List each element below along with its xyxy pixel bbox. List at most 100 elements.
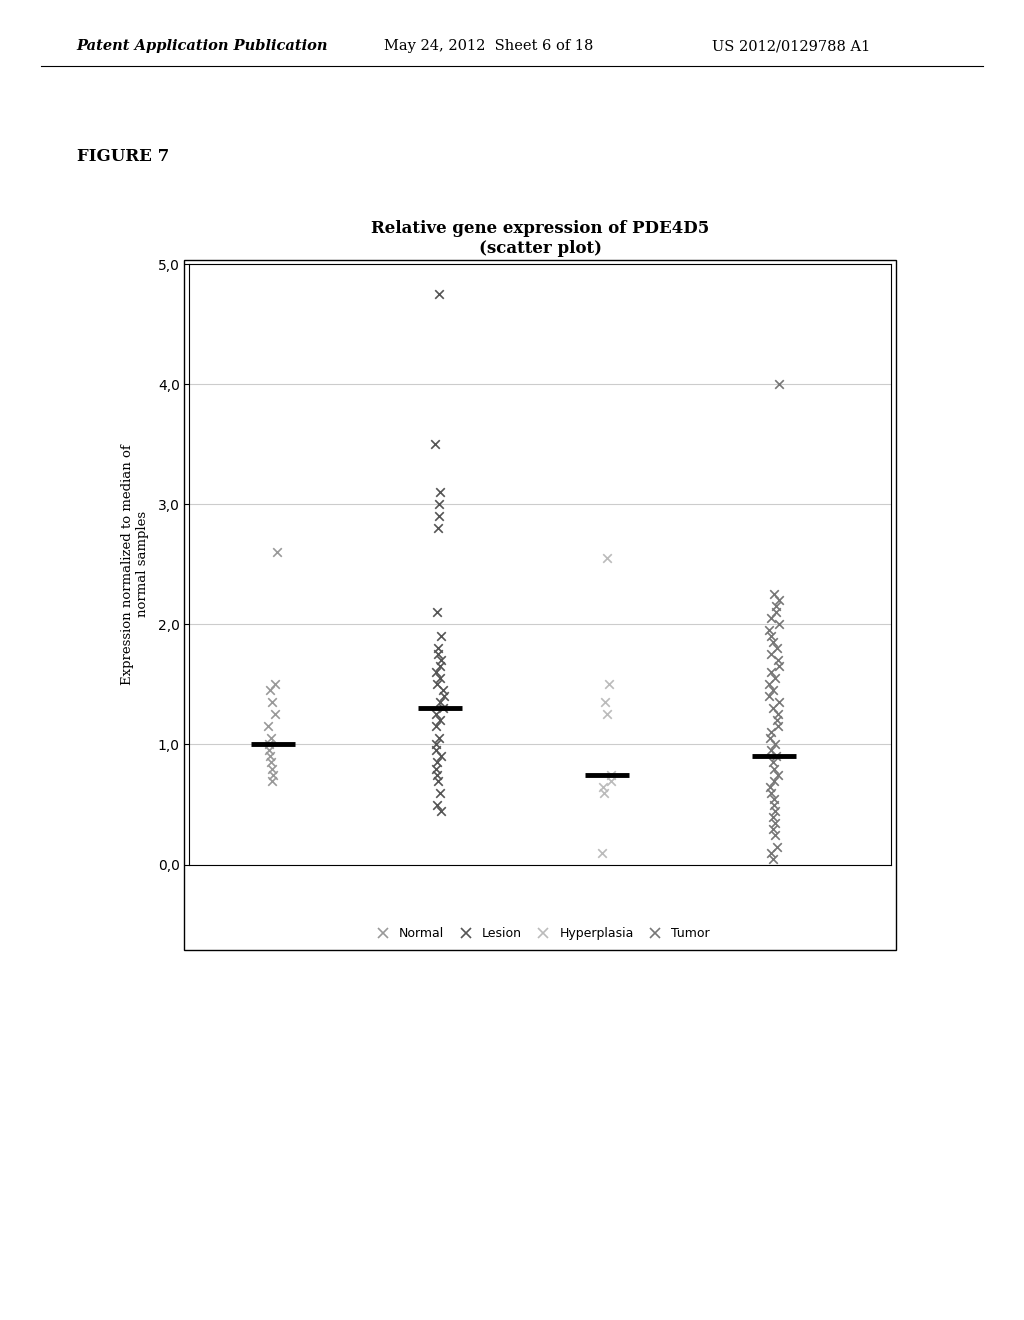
Point (765, 698, 781, 719)
Text: May 24, 2012  Sheet 6 of 18: May 24, 2012 Sheet 6 of 18 (384, 40, 593, 53)
Point (433, 649, 450, 671)
Point (428, 758, 444, 779)
Point (431, 494, 447, 515)
Point (770, 764, 786, 785)
Point (429, 793, 445, 814)
Point (761, 675, 777, 696)
Point (265, 764, 282, 785)
Point (428, 734, 444, 755)
Point (430, 770, 446, 791)
Point (766, 788, 782, 809)
Point (768, 602, 784, 623)
Point (762, 781, 778, 803)
Point (433, 746, 450, 767)
Point (769, 710, 785, 731)
Point (429, 602, 445, 623)
Point (261, 741, 278, 762)
Point (264, 692, 281, 713)
Point (769, 715, 785, 737)
Point (766, 583, 782, 605)
Point (597, 692, 613, 713)
Point (596, 781, 612, 803)
Point (765, 818, 781, 840)
Point (769, 638, 785, 659)
Point (770, 704, 786, 725)
Point (428, 741, 444, 762)
Point (768, 836, 784, 857)
Point (766, 770, 782, 791)
Point (431, 727, 447, 748)
Point (429, 764, 445, 785)
Point (767, 668, 783, 689)
Point (432, 692, 449, 713)
Point (762, 727, 778, 748)
Point (603, 764, 620, 785)
Point (428, 704, 444, 725)
Point (432, 482, 449, 503)
Point (429, 675, 445, 696)
Point (261, 734, 278, 755)
Point (432, 656, 449, 677)
Point (767, 812, 783, 833)
Point (599, 548, 615, 569)
Point (435, 686, 452, 708)
Point (431, 781, 447, 803)
Point (264, 770, 281, 791)
Point (765, 847, 781, 869)
Legend: Normal, Lesion, Hyperplasia, Tumor: Normal, Lesion, Hyperplasia, Tumor (366, 923, 715, 945)
Point (603, 770, 620, 791)
Text: FIGURE 7: FIGURE 7 (77, 148, 169, 165)
Point (434, 680, 451, 701)
Point (763, 626, 779, 647)
Point (763, 741, 779, 762)
Point (763, 644, 779, 665)
Y-axis label: Expression normalized to median of
normal samples: Expression normalized to median of norma… (122, 444, 150, 685)
Point (429, 752, 445, 774)
Text: US 2012/0129788 A1: US 2012/0129788 A1 (712, 40, 870, 53)
Point (765, 752, 781, 774)
Point (766, 758, 782, 779)
Point (770, 614, 786, 635)
Point (767, 824, 783, 845)
Point (769, 649, 785, 671)
Point (765, 632, 781, 653)
Point (763, 842, 779, 863)
Point (260, 715, 276, 737)
Point (767, 800, 783, 821)
Point (432, 668, 449, 689)
Point (431, 506, 447, 527)
Point (765, 680, 781, 701)
Point (594, 842, 610, 863)
Point (261, 746, 278, 767)
Point (427, 433, 443, 454)
Point (765, 807, 781, 828)
Point (266, 675, 283, 696)
Point (770, 590, 786, 611)
Point (430, 638, 446, 659)
Point (427, 715, 443, 737)
Point (763, 661, 779, 682)
Point (433, 800, 450, 821)
Point (768, 746, 784, 767)
Point (431, 284, 447, 305)
Point (263, 752, 280, 774)
Point (429, 644, 445, 665)
Point (433, 626, 450, 647)
Point (264, 758, 281, 779)
Point (599, 704, 615, 725)
Text: Patent Application Publication: Patent Application Publication (77, 40, 329, 53)
Point (771, 656, 787, 677)
Point (766, 793, 782, 814)
Point (768, 595, 784, 616)
Point (263, 727, 280, 748)
Point (267, 704, 284, 725)
Point (761, 620, 777, 642)
Point (432, 710, 449, 731)
Point (763, 607, 779, 628)
Point (430, 517, 446, 539)
Point (770, 692, 786, 713)
Point (762, 776, 778, 797)
Point (435, 698, 452, 719)
Point (428, 661, 444, 682)
Point (761, 686, 777, 708)
